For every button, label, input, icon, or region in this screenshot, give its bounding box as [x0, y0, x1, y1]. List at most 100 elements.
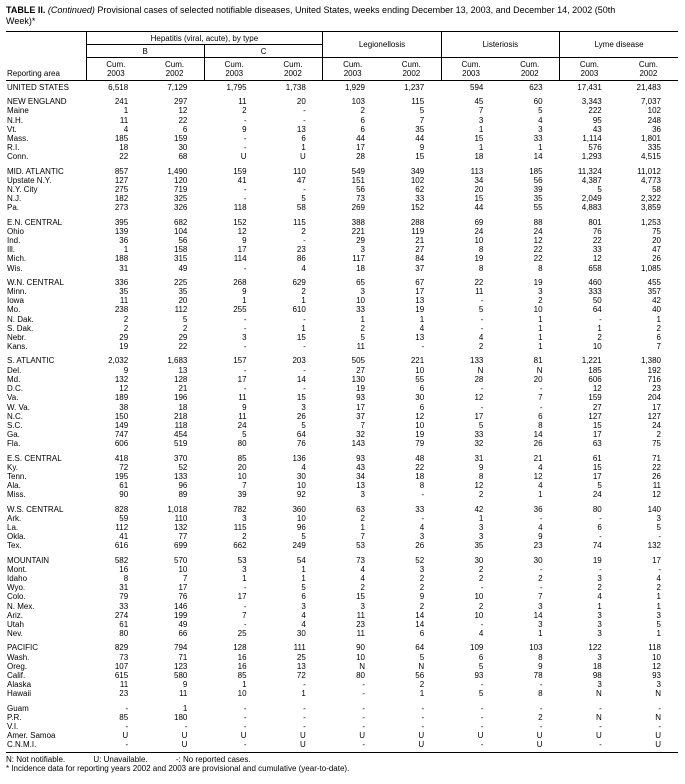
value-cell: 37: [356, 411, 365, 421]
value-cell: 17: [652, 402, 661, 412]
value-cell: 61: [592, 453, 602, 463]
area-label: W.N. CENTRAL: [7, 277, 64, 287]
table-row: W. Va. 38 18 9 3 17 6 - - 27 17: [6, 403, 678, 412]
value-cell: 11: [238, 97, 247, 107]
value-cell: 115: [233, 522, 247, 532]
value-cell: 8: [478, 471, 484, 481]
value-cell: 349: [410, 166, 425, 176]
value-cell: 2: [301, 287, 306, 297]
value-cell: 3: [656, 513, 661, 523]
value-cell: -: [303, 722, 306, 731]
value-cell: -: [303, 680, 306, 690]
value-cell: -: [362, 680, 365, 690]
value-cell: 8: [538, 420, 543, 430]
value-cell: 1: [538, 314, 543, 324]
table-row: La. 112 132 115 96 1 4 3 4 6 5: [6, 523, 678, 532]
value-cell: N: [655, 689, 661, 699]
value-cell: 5: [301, 194, 306, 204]
value-cell: 12: [533, 471, 543, 481]
value-cell: 8: [538, 652, 543, 662]
value-cell: 9: [182, 680, 188, 690]
value-cell: 1,293: [581, 152, 602, 162]
value-cell: 1,380: [640, 356, 661, 366]
value-cell: 1: [242, 680, 247, 690]
value-cell: 182: [114, 194, 129, 204]
value-cell: 14: [533, 152, 543, 162]
value-cell: 78: [533, 670, 543, 680]
value-cell: 23: [533, 541, 543, 551]
value-cell: 43: [356, 462, 365, 472]
value-cell: 1: [301, 296, 306, 306]
value-cell: 152: [233, 217, 247, 227]
value-cell: -: [658, 703, 661, 713]
value-cell: 18: [356, 263, 365, 273]
value-cell: 11: [119, 296, 129, 306]
table-row: D.C. 12 21 - - 19 6 - - 12 23: [6, 384, 678, 393]
col-header-legionellosis-cum-2003: Cum. 2003: [322, 57, 382, 81]
area-label: UNITED STATES: [7, 83, 69, 92]
value-cell: 189: [114, 393, 129, 403]
value-cell: 10: [178, 564, 188, 574]
value-cell: 40: [652, 305, 661, 315]
value-cell: -: [243, 365, 247, 375]
area-label: N.H.: [7, 115, 23, 125]
value-cell: 288: [410, 217, 425, 227]
value-cell: -: [86, 740, 146, 753]
value-cell: 6: [538, 411, 543, 421]
value-cell: 15: [415, 152, 425, 162]
value-cell: 11: [356, 342, 365, 352]
value-cell: 3: [242, 564, 247, 574]
value-cell: 17: [415, 287, 425, 297]
value-cell: 58: [652, 185, 661, 195]
value-cell: -: [125, 703, 129, 713]
value-cell: 31: [119, 583, 129, 593]
value-cell: 658: [588, 263, 602, 273]
value-cell: N: [536, 365, 543, 375]
value-cell: 21: [533, 453, 543, 463]
value-cell: -: [658, 722, 661, 731]
table-row: Oreg. 107 123 16 13 N N 5 9 18 12: [6, 662, 678, 671]
area-label: Maine: [7, 106, 29, 116]
value-cell: 7,037: [640, 97, 661, 107]
value-cell: 37: [415, 263, 425, 273]
value-cell: 4,773: [640, 175, 661, 185]
value-cell: 1: [123, 106, 129, 116]
value-cell: 44: [415, 134, 425, 144]
table-row: MOUNTAIN 582 570 53 54 73 52 30 30 19 17: [6, 551, 678, 565]
value-cell: 8: [538, 263, 543, 273]
value-cell: 77: [178, 532, 188, 542]
area-label: V.I.: [7, 722, 19, 731]
value-cell: 5: [656, 522, 661, 532]
value-cell: 15: [296, 333, 306, 343]
value-cell: 10: [237, 689, 247, 699]
value-cell: 12: [474, 393, 484, 403]
value-cell: 1: [301, 323, 306, 333]
value-cell: 5: [538, 106, 543, 116]
value-cell: 2: [597, 333, 602, 343]
value-cell: 23: [296, 245, 306, 255]
value-cell: -: [480, 296, 484, 306]
value-cell: 333: [588, 287, 602, 297]
value-cell: N: [418, 661, 425, 671]
table-row: Alaska 11 9 1 - - 2 - - 3 3: [6, 680, 678, 689]
page-title: TABLE II. (Continued) Provisional cases …: [6, 5, 638, 26]
value-cell: 63: [592, 439, 602, 449]
area-label: MOUNTAIN: [7, 555, 50, 565]
value-cell: -: [421, 490, 425, 500]
value-cell: 33: [474, 430, 484, 440]
value-cell: 96: [178, 481, 188, 491]
value-cell: 3: [301, 402, 306, 412]
value-cell: 16: [237, 652, 247, 662]
value-cell: 64: [592, 305, 602, 315]
table-row: Ga. 747 454 5 64 32 19 33 14 17 2: [6, 430, 678, 439]
value-cell: 26: [652, 254, 661, 264]
value-cell: 222: [588, 106, 602, 116]
area-label: Kans.: [7, 342, 28, 352]
value-cell: 23: [356, 619, 365, 629]
value-cell: 93: [356, 393, 365, 403]
value-cell: 44: [474, 203, 484, 213]
value-cell: 7: [538, 393, 543, 403]
value-cell: -: [243, 342, 247, 352]
value-cell: 36: [119, 236, 129, 246]
value-cell: 56: [356, 185, 365, 195]
